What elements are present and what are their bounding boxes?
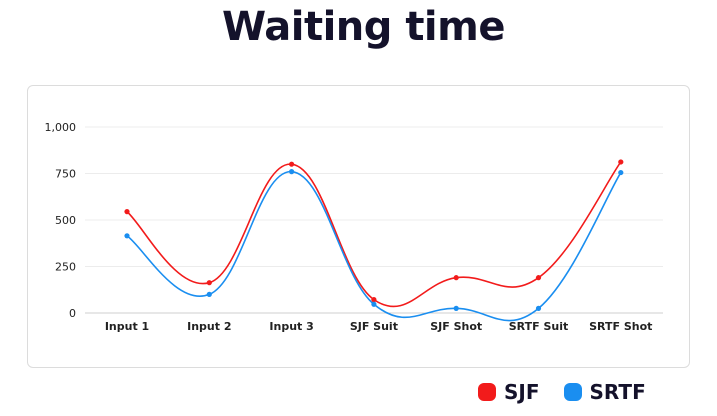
x-tick-label: SRTF Suit	[509, 320, 569, 333]
grid-lines	[85, 126, 663, 314]
x-tick-label: Input 3	[269, 320, 313, 333]
data-point-sjf[interactable]	[206, 280, 212, 286]
data-point-srtf[interactable]	[124, 233, 130, 239]
data-point-sjf[interactable]	[453, 275, 459, 281]
data-point-srtf[interactable]	[289, 169, 295, 175]
chart-title: Waiting time	[222, 4, 505, 50]
y-tick-label: 0	[69, 307, 76, 320]
legend-label-srtf: SRTF	[589, 380, 646, 404]
data-point-srtf[interactable]	[453, 305, 459, 311]
y-tick-label: 1,000	[45, 121, 77, 134]
x-tick-label: SJF Shot	[430, 320, 482, 333]
y-axis-ticks: 0 250 500 750 1,000	[45, 121, 77, 320]
series-points	[124, 159, 624, 311]
data-point-sjf[interactable]	[289, 161, 295, 167]
x-tick-label: SJF Suit	[350, 320, 398, 333]
legend-label-sjf: SJF	[504, 380, 540, 404]
y-tick-label: 500	[55, 214, 76, 227]
y-tick-label: 750	[55, 168, 76, 181]
x-tick-label: Input 2	[187, 320, 231, 333]
legend-item-sjf[interactable]: SJF	[478, 380, 540, 404]
data-point-sjf[interactable]	[535, 275, 542, 281]
series-lines	[126, 161, 622, 322]
data-point-srtf[interactable]	[371, 301, 377, 307]
legend-swatch-sjf	[478, 383, 496, 401]
x-tick-label: Input 1	[105, 320, 149, 333]
legend-swatch-srtf	[563, 383, 582, 401]
data-point-srtf[interactable]	[535, 305, 542, 311]
x-axis-ticks: Input 1 Input 2 Input 3 SJF Suit SJF Shot SRT…	[105, 320, 653, 333]
data-point-sjf[interactable]	[124, 209, 130, 215]
data-point-srtf[interactable]	[206, 291, 212, 297]
legend-item-srtf[interactable]: SRTF	[563, 380, 646, 404]
data-point-sjf[interactable]	[371, 297, 377, 303]
legend: SJF SRTF	[478, 380, 646, 404]
data-point-srtf[interactable]	[618, 169, 624, 176]
chart-card	[27, 85, 690, 368]
data-point-sjf[interactable]	[618, 159, 624, 165]
series-line-sjf	[126, 161, 622, 308]
y-tick-label: 250	[55, 261, 76, 274]
x-tick-label: SRTF Shot	[589, 320, 652, 333]
